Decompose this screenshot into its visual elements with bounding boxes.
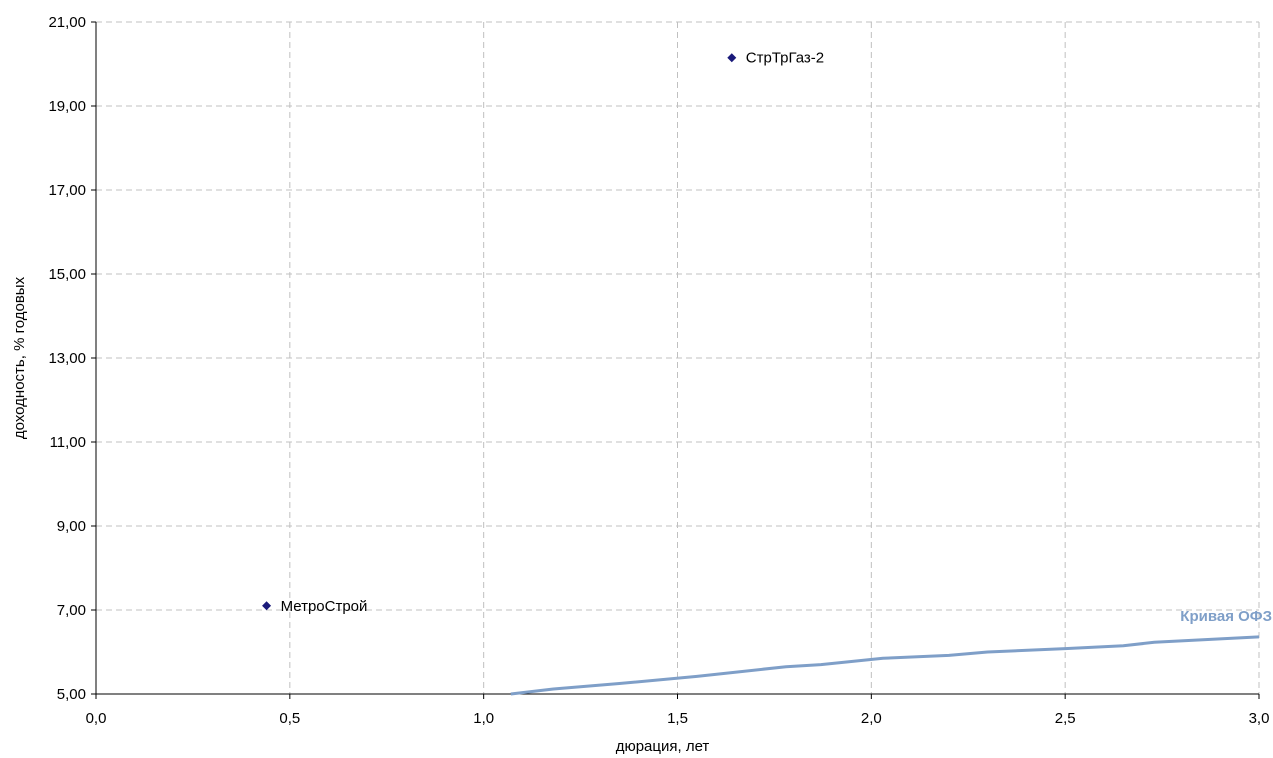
points-layer: МетроСтрой СтрТрГаз-2 <box>262 50 824 615</box>
y-tick-label: 21,00 <box>48 14 86 31</box>
y-tick-label: 9,00 <box>57 518 86 535</box>
axes <box>91 21 1260 699</box>
y-tick-label: 17,00 <box>48 182 86 199</box>
x-axis-title: дюрация, лет <box>616 738 710 755</box>
point-label: МетроСтрой <box>281 598 368 615</box>
y-tick-label: 15,00 <box>48 266 86 283</box>
data-point <box>262 601 272 611</box>
curve-label: Кривая ОФЗ <box>1180 608 1272 625</box>
x-tick-label: 3,0 <box>1249 710 1270 727</box>
point-label: СтрТрГаз-2 <box>746 50 824 67</box>
y-tick-label: 11,00 <box>50 434 86 451</box>
y-tick-label: 5,00 <box>57 686 86 703</box>
curve-line <box>510 635 1260 696</box>
y-tick-label: 13,00 <box>48 350 86 367</box>
y-tick-label: 7,00 <box>57 602 86 619</box>
x-tick-label: 2,0 <box>861 710 882 727</box>
x-tick-label: 2,5 <box>1055 710 1076 727</box>
y-axis-title: доходность, % годовых <box>11 276 28 439</box>
data-point <box>727 53 737 63</box>
grid <box>96 21 1260 694</box>
y-tick-labels: 5,00 7,00 9,00 11,00 13,00 15,00 17,00 19,00 21,… <box>48 14 86 703</box>
x-tick-label: 0,5 <box>279 710 300 727</box>
y-tick-label: 19,00 <box>48 98 86 115</box>
x-tick-labels: 0,0 0,5 1,0 1,5 2,0 2,5 3,0 <box>86 710 1270 727</box>
x-tick-label: 1,5 <box>667 710 688 727</box>
curve-layer <box>510 635 1260 696</box>
x-tick-label: 1,0 <box>473 710 494 727</box>
x-tick-label: 0,0 <box>86 710 107 727</box>
